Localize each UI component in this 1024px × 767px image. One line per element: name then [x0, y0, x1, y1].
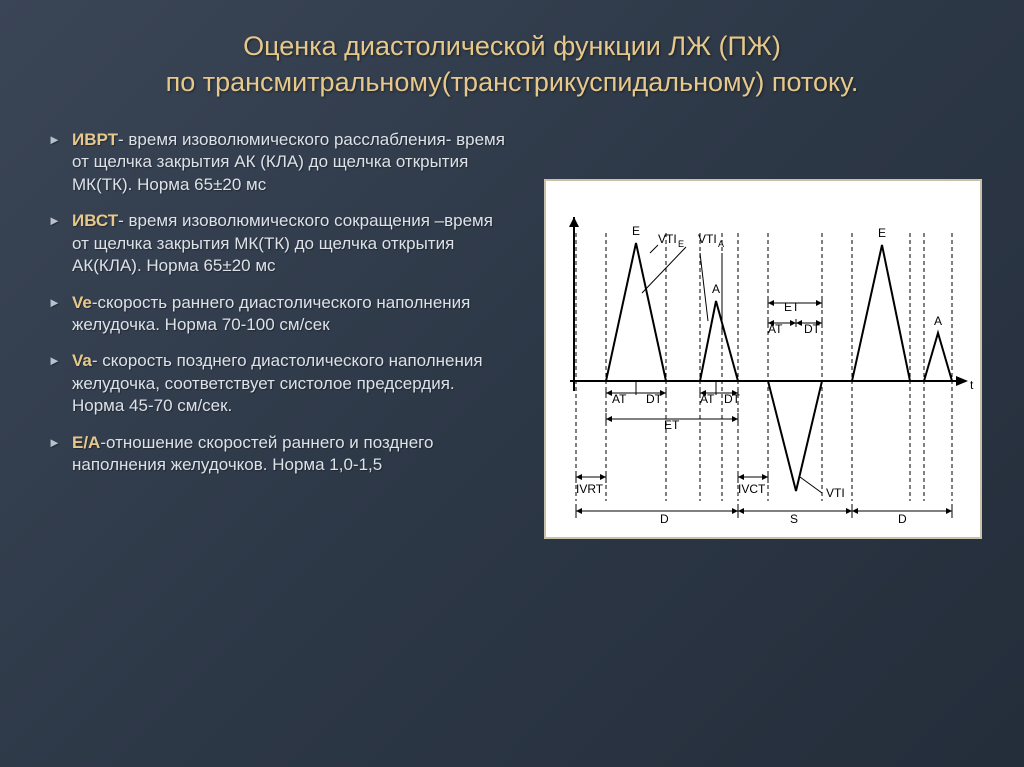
- definition-item: ИВСТ- время изоволюмического сокращения …: [48, 210, 508, 291]
- content-row: ИВРТ- время изоволюмического расслаблени…: [0, 119, 1024, 539]
- term: ИВСТ: [72, 211, 118, 230]
- svg-text:A: A: [934, 314, 942, 328]
- right-column: EVTIEVTIAAEAETATDTATDTATDTETIVRTIVCTVTID…: [526, 129, 1000, 539]
- title-line1: Оценка диастолической функции ЛЖ (ПЖ): [243, 31, 781, 61]
- svg-text:ET: ET: [664, 418, 680, 432]
- svg-text:IVCT: IVCT: [738, 482, 766, 496]
- svg-text:D: D: [898, 512, 907, 526]
- svg-text:A: A: [718, 239, 724, 249]
- definition-text: - время изоволюмического сокращения –вре…: [72, 211, 493, 275]
- term: E/A: [72, 433, 100, 452]
- definition-text: - скорость позднего диастолического напо…: [72, 351, 483, 415]
- definition-list: ИВРТ- время изоволюмического расслаблени…: [48, 129, 508, 491]
- svg-text:VTI: VTI: [658, 232, 677, 246]
- left-column: ИВРТ- время изоволюмического расслаблени…: [48, 129, 508, 539]
- definition-item: E/A-отношение скоростей раннего и поздне…: [48, 432, 508, 491]
- svg-text:DT: DT: [646, 392, 663, 406]
- definition-text: -скорость раннего диастолического наполн…: [72, 293, 470, 334]
- definition-text: - время изоволюмического расслабления- в…: [72, 130, 505, 194]
- svg-text:DT: DT: [804, 322, 821, 336]
- definition-item: ИВРТ- время изоволюмического расслаблени…: [48, 129, 508, 210]
- svg-text:IVRT: IVRT: [576, 482, 604, 496]
- svg-text:E: E: [678, 239, 684, 249]
- term: Va: [72, 351, 92, 370]
- waveform-diagram: EVTIEVTIAAEAETATDTATDTATDTETIVRTIVCTVTID…: [544, 179, 982, 539]
- term: ИВРТ: [72, 130, 118, 149]
- svg-text:DT: DT: [724, 392, 741, 406]
- svg-text:VTI: VTI: [698, 232, 717, 246]
- svg-text:AT: AT: [700, 392, 715, 406]
- svg-text:AT: AT: [768, 322, 783, 336]
- definition-text: -отношение скоростей раннего и позднего …: [72, 433, 433, 474]
- svg-text:AT: AT: [612, 392, 627, 406]
- term: Ve: [72, 293, 92, 312]
- slide-title: Оценка диастолической функции ЛЖ (ПЖ) по…: [0, 0, 1024, 119]
- svg-text:E: E: [878, 226, 886, 240]
- title-line2: по трансмитральному(транстрикуспидальном…: [166, 67, 859, 97]
- svg-text:E: E: [632, 224, 640, 238]
- definition-item: Ve-скорость раннего диастолического напо…: [48, 292, 508, 351]
- definition-item: Va- скорость позднего диастолического на…: [48, 350, 508, 431]
- svg-text:ET: ET: [784, 300, 800, 314]
- svg-text:D: D: [660, 512, 669, 526]
- svg-text:VTI: VTI: [826, 486, 845, 500]
- svg-text:S: S: [790, 512, 798, 526]
- svg-text:A: A: [712, 282, 720, 296]
- svg-text:t: t: [970, 378, 974, 392]
